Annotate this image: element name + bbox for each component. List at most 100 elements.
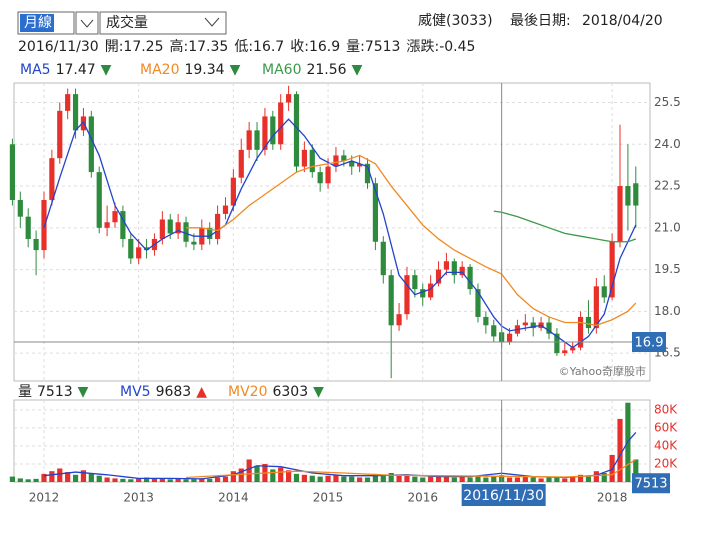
legend-value: 6303: [272, 384, 308, 400]
volume-bar: [143, 477, 150, 482]
volume-bar: [388, 472, 394, 482]
candle-body: [301, 149, 307, 167]
ma-legend: MA5 17.47 ▼: [20, 62, 112, 78]
volume-bar: [349, 476, 355, 482]
volume-bar: [467, 477, 473, 482]
volume-bar: [41, 473, 47, 482]
volume-bar: [96, 475, 102, 482]
candle-body: [167, 219, 173, 234]
trend-icon: ▼: [78, 384, 89, 400]
line: [185, 458, 637, 479]
volume-bar: [570, 477, 576, 482]
volume-bar: [270, 469, 276, 482]
volume-bar: [207, 478, 213, 482]
legend-name: MA5: [20, 62, 51, 78]
volume-bar: [167, 479, 173, 482]
volume-bar: [404, 474, 410, 482]
volume-bar: [25, 479, 31, 482]
indicator-select[interactable]: [99, 11, 227, 35]
volume-panel: [13, 399, 651, 483]
candle-body: [562, 350, 568, 354]
candle-body: [17, 199, 23, 217]
volume-bar: [286, 470, 292, 482]
volume-bar: [364, 477, 371, 482]
x-tick-label: 2016: [407, 491, 438, 505]
volume-bar: [151, 478, 158, 482]
volume-bar: [246, 459, 252, 482]
candle-body: [546, 322, 552, 334]
volume-bar: [80, 470, 87, 482]
legend-name: MA60: [262, 62, 301, 78]
candle-body: [278, 102, 284, 145]
volume-bar: [412, 476, 418, 482]
candle-body: [191, 241, 197, 245]
candle-body: [577, 316, 584, 348]
period-dropdown[interactable]: [75, 11, 99, 35]
candle-body: [601, 286, 607, 298]
y-tick-label: 21.0: [654, 220, 681, 234]
volume-bar: [491, 476, 497, 482]
y-tick-label: 24.0: [654, 137, 681, 151]
legend-value: 17.47: [56, 62, 96, 78]
line: [493, 210, 637, 243]
candle-body: [428, 283, 434, 298]
candle-body: [585, 316, 592, 329]
candle-body: [41, 199, 47, 251]
candle-body: [349, 160, 355, 167]
candle-body: [175, 222, 181, 234]
volume-bar: [183, 479, 189, 482]
legend-name: MV5: [120, 384, 151, 400]
candle-body: [396, 314, 402, 326]
volume-bar: [562, 478, 568, 482]
y-tick-label: 22.5: [654, 179, 681, 193]
candle-body: [593, 286, 599, 329]
volume-bar: [420, 477, 426, 482]
info-label: 漲跌:: [406, 39, 439, 55]
candle-body: [262, 116, 268, 150]
info-label: 高:: [170, 38, 189, 55]
volume-bar: [325, 475, 331, 482]
volume-bar: [238, 468, 244, 482]
trend-icon: ▼: [101, 62, 112, 78]
candle-body: [49, 158, 55, 200]
candle-body: [420, 289, 426, 298]
volume-bar: [585, 476, 592, 482]
volume-bar: [175, 478, 181, 482]
volume-badge-text: 7513: [634, 477, 667, 492]
candle-body: [293, 94, 300, 167]
volume-bar: [301, 474, 307, 482]
volume-bar: [522, 476, 528, 482]
volume-bar: [459, 477, 465, 482]
info-date: 2016/11/30: [18, 39, 99, 55]
line: [186, 154, 637, 326]
candle-body: [357, 163, 363, 167]
volume-bar: [57, 468, 63, 482]
volume-bar: [104, 477, 110, 482]
volume-bar: [214, 477, 221, 482]
volume-legend: MV5 9683 ▲: [120, 384, 207, 400]
candle-body: [341, 155, 347, 161]
candle-body: [443, 261, 450, 270]
line: [43, 432, 637, 480]
volume-bar: [72, 474, 79, 482]
volume-bar: [633, 459, 639, 482]
volume-bar: [380, 474, 386, 482]
candle-body: [65, 94, 71, 111]
info-value: 7513: [365, 39, 401, 55]
y-tick-label: 19.5: [654, 262, 681, 276]
last-date-label: 最後日期:: [510, 13, 571, 29]
x-tick-label: 2013: [123, 491, 154, 505]
x-tick-label: 2012: [29, 491, 60, 505]
candle-body: [183, 222, 189, 242]
candle-body: [33, 238, 39, 251]
volume-bar: [475, 476, 481, 482]
volume-bar: [49, 471, 55, 482]
candle-body: [159, 219, 165, 239]
volume-bar: [199, 478, 205, 482]
candle-body: [25, 216, 31, 239]
volume-bar: [357, 477, 363, 482]
period-highlight: [20, 14, 54, 32]
dropdown-arrow: [204, 17, 220, 27]
volume-bar: [9, 476, 16, 482]
info-value: -0.45: [439, 39, 475, 55]
